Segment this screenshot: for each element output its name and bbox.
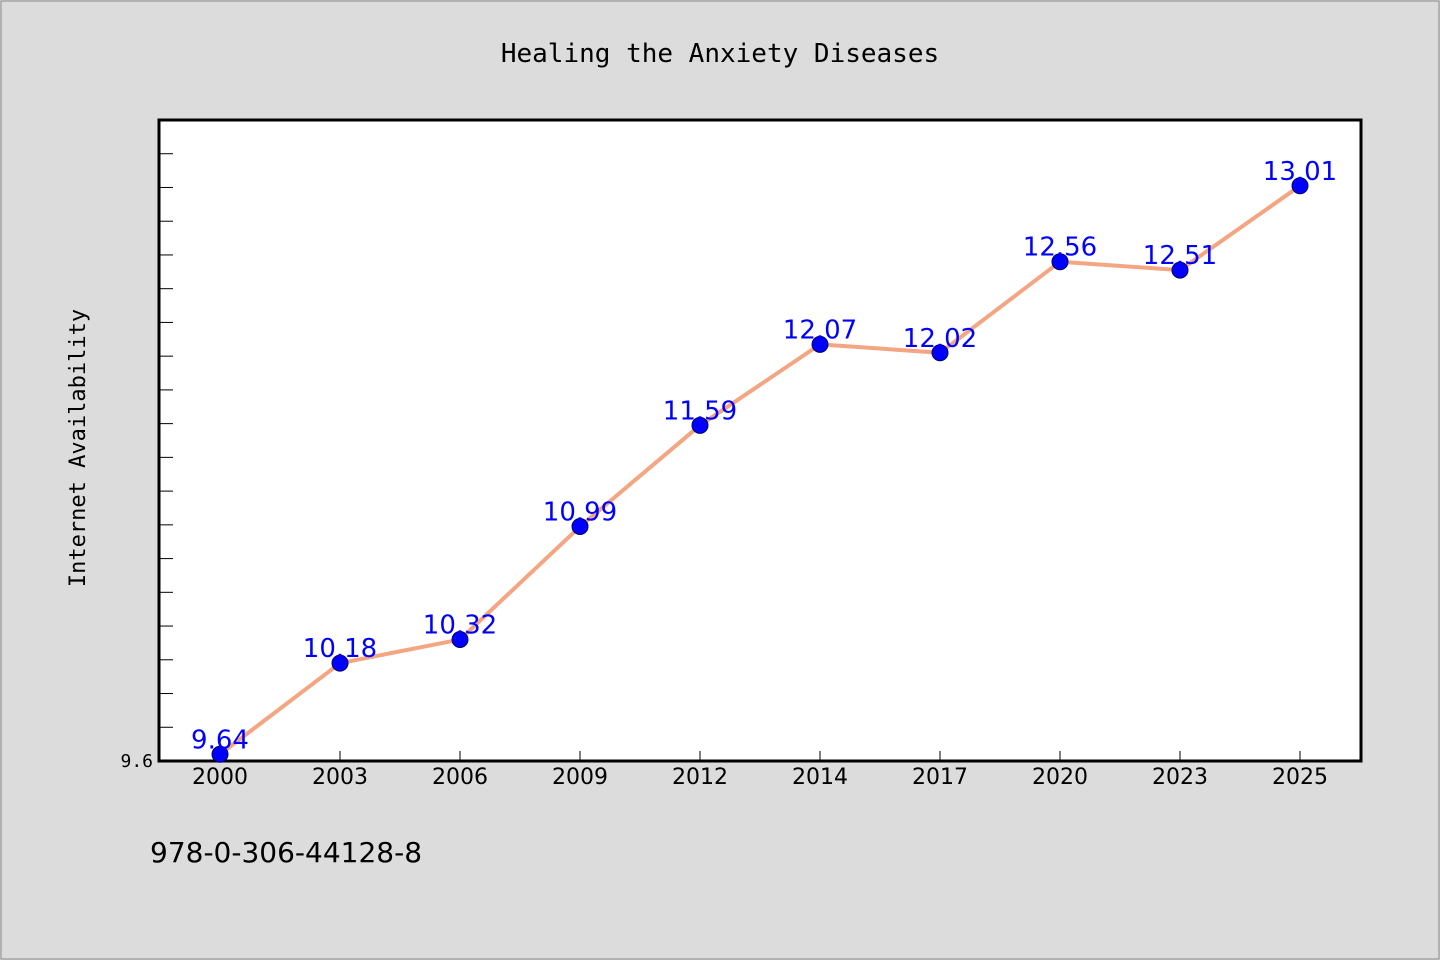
data-label: 12.56 — [1023, 233, 1097, 263]
x-tick-label: 2017 — [912, 765, 968, 790]
x-tick-label: 2023 — [1152, 765, 1208, 790]
data-point — [931, 344, 949, 362]
x-tick-label: 2000 — [192, 765, 248, 790]
x-tick-label: 2025 — [1272, 765, 1328, 790]
data-label: 10.99 — [543, 498, 617, 528]
series-line — [218, 184, 1302, 756]
x-ticks: 2000 2003 2006 2009 2012 2014 2017 2020 2023 2025 — [192, 751, 1328, 790]
data-point — [1171, 261, 1189, 279]
data-point — [811, 335, 829, 353]
data-point — [331, 654, 349, 672]
data-point — [691, 416, 709, 434]
data-label: 10.32 — [423, 611, 497, 641]
y-axis-label: Internet Availability — [66, 309, 91, 587]
x-tick-label: 2003 — [312, 765, 368, 790]
x-tick-label: 2014 — [792, 765, 848, 790]
data-label: 12.02 — [903, 324, 977, 354]
data-point — [571, 518, 589, 536]
data-label: 11.59 — [663, 396, 737, 426]
y-tick-labels: 9.6 — [120, 751, 153, 772]
data-label: 10.18 — [303, 634, 377, 664]
isbn-text: 978-0-306-44128-8 — [150, 836, 422, 869]
y-minor-ticks — [159, 153, 173, 728]
data-labels: 9.64 10.18 10.32 10.99 11.59 12.07 12.02 12.56 1… — [191, 157, 1337, 755]
series-markers — [211, 177, 1309, 763]
data-point — [1051, 253, 1069, 271]
chart-title: Healing the Anxiety Diseases — [501, 39, 939, 69]
data-label: 13.01 — [1263, 157, 1337, 187]
y-tick-label: 9.6 — [120, 751, 153, 772]
data-point — [451, 631, 469, 649]
x-tick-label: 2020 — [1032, 765, 1088, 790]
plot-area — [157, 118, 1363, 763]
x-tick-label: 2006 — [432, 765, 488, 790]
data-point — [1291, 177, 1309, 195]
data-label: 9.64 — [191, 725, 249, 755]
x-tick-label: 2012 — [672, 765, 728, 790]
x-tick-label: 2009 — [552, 765, 608, 790]
data-label: 12.51 — [1143, 241, 1217, 271]
data-point — [211, 745, 229, 763]
data-label: 12.07 — [783, 315, 857, 345]
